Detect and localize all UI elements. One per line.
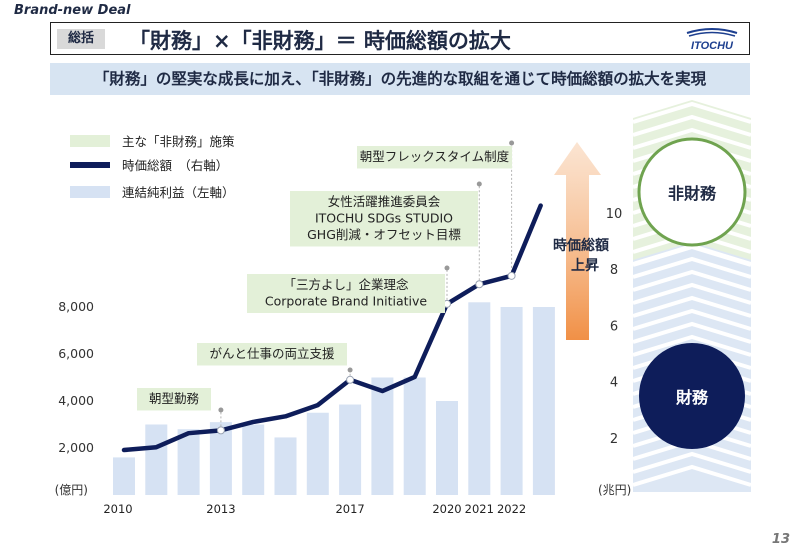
annotation-text: ITOCHU SDGs STUDIO	[315, 211, 453, 226]
net-income-bar	[339, 404, 362, 495]
x-tick-label: 2020	[432, 502, 461, 516]
left-tick-label: 6,000	[58, 346, 94, 361]
annotation-dot	[218, 407, 224, 413]
market-cap-line	[121, 203, 543, 453]
annotation-box: 朝型フレックスタイム制度	[357, 146, 512, 169]
title-box: 総括 「財務」×「非財務」＝ 時価総額の拡大 ITOCHU	[50, 22, 750, 55]
annotation-box: 朝型勤務	[137, 388, 211, 411]
chevron-stripe	[632, 101, 752, 124]
market-cap-point	[346, 375, 355, 384]
chevron-stripe	[632, 321, 752, 344]
right-axis-unit: (兆円)	[598, 483, 631, 497]
annotation-dot	[444, 265, 450, 271]
left-tick-label: 8,000	[58, 299, 94, 314]
net-income-bar	[500, 307, 523, 495]
market-cap-up-arrow: 時価総額 上昇	[553, 142, 609, 340]
net-income-bar	[145, 424, 168, 495]
net-income-bar	[113, 457, 135, 495]
right-tick-label: 10	[606, 207, 623, 222]
chevron-stripe	[632, 308, 752, 331]
summary-tag: 総括	[57, 29, 105, 49]
x-tick-label: 2013	[206, 502, 235, 516]
left-tick-label: 2,000	[58, 440, 94, 455]
x-tick-label: 2021	[465, 502, 494, 516]
chevron-stripe	[632, 269, 752, 292]
legend-swatch-netincome	[70, 186, 110, 198]
right-tick-label: 8	[610, 263, 618, 278]
net-income-bar	[532, 307, 555, 495]
nonfinancial-label: 非財務	[668, 184, 717, 203]
nonfinancial-circle	[637, 137, 747, 247]
right-tick-label: 6	[610, 319, 618, 334]
legend-label-netincome: 連結純利益（左軸）	[122, 185, 235, 200]
net-income-bars	[113, 302, 555, 495]
net-income-bar	[242, 424, 265, 495]
annotation-text: GHG削減・オフセット目標	[307, 227, 461, 242]
annotation-box: がんと仕事の両立支援	[197, 343, 347, 366]
arrow-label-line2: 上昇	[571, 258, 599, 274]
annotation-text: 「三方よし」企業理念	[283, 277, 409, 292]
market-cap-point	[507, 271, 516, 280]
financial-circle	[639, 343, 745, 449]
logo-text: ITOCHU	[691, 40, 734, 52]
annotation-text: がんと仕事の両立支援	[209, 346, 335, 361]
net-income-bar	[274, 437, 297, 495]
x-tick-label: 2010	[103, 502, 132, 516]
chevron-stripe	[632, 127, 752, 150]
net-income-bar	[403, 377, 426, 495]
chevron-stripe	[632, 451, 752, 474]
legend-swatch-nonfinancial	[70, 135, 110, 147]
chevron-stripe	[632, 295, 752, 318]
chevron-stripe	[632, 282, 752, 305]
legend-label-nonfinancial: 主な「非財務」施策	[122, 134, 235, 149]
annotation-text: 朝型フレックスタイム制度	[360, 149, 510, 164]
legend-swatch-marketcap	[70, 162, 110, 168]
annotation-dot	[476, 181, 482, 187]
chevron-stripe	[632, 114, 752, 137]
market-cap-series-line	[121, 203, 543, 453]
x-axis-ticks: 2010 2013 2017 2020 2021 2022	[103, 502, 526, 516]
side-panel: 非財務 財務	[632, 100, 752, 492]
net-income-bar	[177, 429, 200, 495]
left-tick-label: 4,000	[58, 393, 94, 408]
annotation-dot	[509, 140, 515, 146]
annotation-text: Corporate Brand Initiative	[265, 294, 428, 309]
legend: 主な「非財務」施策 時価総額 （右軸） 連結純利益（左軸）	[70, 134, 235, 200]
annotation-guide-lines	[218, 140, 515, 431]
right-tick-label: 2	[610, 432, 618, 447]
annotation-dot	[347, 367, 353, 373]
x-tick-label: 2017	[335, 502, 364, 516]
page-title: 「財務」×「非財務」＝ 時価総額の拡大	[129, 29, 511, 53]
annotation-text: 女性活躍推進委員会	[328, 194, 441, 209]
left-axis-ticks: 2,000 4,000 6,000 8,000	[58, 299, 94, 455]
itochu-logo: ITOCHU	[686, 28, 738, 52]
chevron-stripe	[632, 256, 752, 279]
left-axis-unit: (億円)	[55, 483, 88, 497]
arrow-label-line1: 時価総額	[553, 237, 609, 254]
initiative-annotations: 朝型勤務 がんと仕事の両立支援 「三方よし」企業理念 Corporate Brand …	[137, 146, 512, 411]
brand-label: Brand-new Deal	[14, 3, 131, 18]
net-income-bar	[371, 377, 394, 495]
subtitle-banner: 「財務」の堅実な成長に加え、「非財務」の先進的な取組を通じて時価総額の拡大を実現	[50, 63, 750, 95]
page-number: 13	[771, 532, 790, 547]
right-tick-label: 4	[610, 376, 618, 391]
market-cap-point	[475, 280, 484, 289]
net-income-bar	[209, 422, 232, 495]
annotation-text: 朝型勤務	[149, 391, 200, 406]
net-income-bar	[306, 412, 329, 495]
chevron-stripe	[632, 464, 752, 487]
legend-label-marketcap: 時価総額 （右軸）	[122, 158, 228, 173]
x-tick-label: 2022	[497, 502, 526, 516]
market-cap-point	[216, 426, 225, 435]
right-axis-ticks: 2 4 6 8 10	[606, 207, 623, 447]
annotation-box: 「三方よし」企業理念 Corporate Brand Initiative	[247, 274, 445, 313]
net-income-bar	[436, 401, 458, 495]
chevron-stripe	[632, 334, 752, 357]
financial-label: 財務	[676, 388, 709, 407]
net-income-bar	[468, 302, 491, 495]
